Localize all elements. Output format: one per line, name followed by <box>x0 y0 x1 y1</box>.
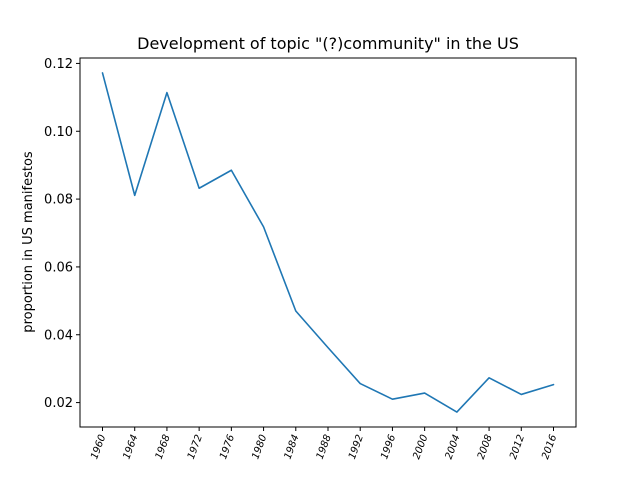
x-tick-label: 1980 <box>250 433 269 461</box>
y-tick-label: 0.08 <box>44 193 73 208</box>
chart-title: Development of topic "(?)community" in t… <box>137 34 519 53</box>
y-axis-ticks: 0.02 0.04 0.06 0.08 0.10 0.12 <box>44 57 80 411</box>
x-tick-label: 2004 <box>444 433 463 461</box>
x-tick-label: 1996 <box>379 433 398 461</box>
x-tick-label: 1968 <box>154 433 173 461</box>
x-tick-label: 1972 <box>186 433 205 461</box>
y-tick-label: 0.06 <box>44 260 73 275</box>
x-tick-label: 1976 <box>218 433 237 461</box>
x-tick-label: 2016 <box>540 433 559 461</box>
x-axis-ticks: 1960 1964 1968 1972 1976 1980 1984 1988 1992 1996… <box>89 427 559 461</box>
x-tick-label: 1992 <box>347 433 366 461</box>
x-tick-label: 2012 <box>508 433 527 461</box>
y-tick-label: 0.04 <box>44 328 73 343</box>
x-tick-label: 2000 <box>411 433 430 461</box>
x-tick-label: 1960 <box>89 433 108 461</box>
x-tick-label: 2008 <box>476 433 495 461</box>
x-tick-label: 1984 <box>283 433 302 461</box>
y-tick-label: 0.02 <box>44 396 73 411</box>
y-axis-label: proportion in US manifestos <box>21 151 36 333</box>
x-tick-label: 1964 <box>121 433 140 461</box>
y-tick-label: 0.12 <box>44 57 73 72</box>
x-tick-label: 1988 <box>315 433 334 461</box>
axes-frame <box>79 57 577 428</box>
series-line <box>101 72 555 413</box>
y-tick-label: 0.10 <box>44 125 73 140</box>
